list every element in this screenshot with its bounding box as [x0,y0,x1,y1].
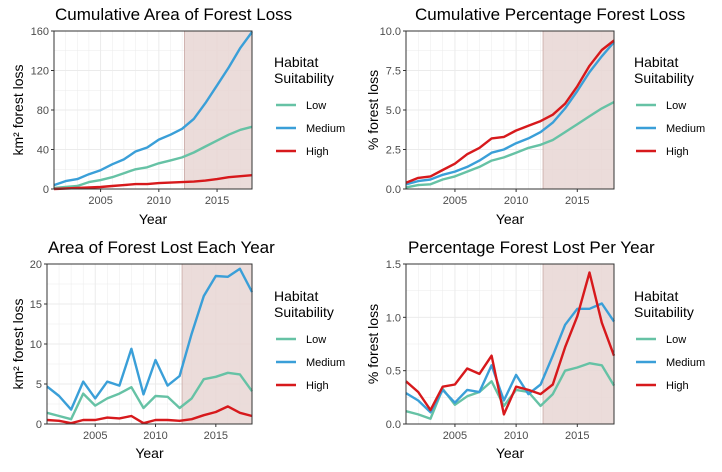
legend-title: Habitat [274,288,318,304]
x-tick-label: 2005 [443,195,467,207]
chart-panel-4: Percentage Forest Lost Per Year 2005 2010 2… [365,238,705,461]
series-line-medium [53,31,253,187]
x-tick-label: 2015 [204,430,228,442]
x-axis-label: Year [496,445,525,461]
y-tick-label: 0 [43,184,49,196]
legend-item-high: High [666,380,689,392]
legend-title: Suitability [274,304,334,320]
y-tick-label: 20 [30,259,42,271]
legend-item-low: Low [306,334,326,346]
legend-item-low: Low [666,334,686,346]
x-tick-label: 2010 [504,430,528,442]
y-tick-label: 5.0 [386,105,401,117]
series-line-high [46,405,253,425]
series-line-low [53,125,253,190]
series-line-high [405,271,616,416]
legend-title: Suitability [274,70,334,86]
series-line-medium [405,41,615,186]
series-line-medium [46,267,254,411]
y-tick-label: 10 [30,339,42,351]
series-line-high [405,39,615,184]
shaded-period [181,263,253,425]
y-tick-label: 0.0 [386,184,401,196]
series-line-high [53,174,253,191]
chart-title: Area of Forest Lost Each Year [48,238,275,257]
legend-title: Suitability [634,304,694,320]
y-tick-label: 15 [30,299,42,311]
y-tick-label: 10.0 [380,26,401,38]
x-axis-label: Year [135,445,164,461]
y-tick-label: 120 [31,66,49,78]
x-tick-label: 2005 [88,195,112,207]
legend-title: Suitability [634,70,694,86]
x-tick-label: 2005 [443,430,467,442]
x-tick-label: 2010 [504,195,528,207]
x-tick-label: 2015 [205,195,229,207]
legend-title: Habitat [634,54,678,70]
y-tick-label: 7.5 [386,66,401,78]
plot-border [53,30,253,190]
series-line-low [405,101,615,189]
chart-panel-2: Cumulative Percentage Forest Loss 2005 201… [365,5,705,227]
shaded-period [542,263,615,425]
y-tick-label: 40 [37,145,49,157]
series-line-low [46,371,253,421]
y-axis-label: km² forest loss [10,64,26,155]
plot-border [405,263,615,425]
y-tick-label: 1.0 [386,312,401,324]
y-axis-label: km² forest loss [10,298,26,389]
plot-border [405,30,615,190]
y-tick-label: 160 [31,26,49,38]
x-tick-label: 2010 [147,195,171,207]
y-axis-label: % forest loss [365,70,381,150]
y-tick-label: 0 [36,419,42,431]
chart-title: Percentage Forest Lost Per Year [408,238,655,257]
legend-item-medium: Medium [306,357,345,369]
plot-border [46,263,253,425]
x-tick-label: 2015 [565,195,589,207]
y-tick-label: 5 [36,379,42,391]
y-tick-label: 0.5 [386,366,401,378]
chart-title: Cumulative Area of Forest Loss [55,5,292,24]
legend-item-low: Low [666,100,686,112]
legend-item-low: Low [306,100,326,112]
y-tick-label: 0.0 [386,419,401,431]
chart-title: Cumulative Percentage Forest Loss [415,5,685,24]
y-tick-label: 80 [37,105,49,117]
x-tick-label: 2010 [143,430,167,442]
y-tick-label: 2.5 [386,145,401,157]
x-tick-label: 2015 [565,430,589,442]
legend-title: Habitat [634,288,678,304]
legend-item-high: High [666,146,689,158]
x-tick-label: 2005 [83,430,107,442]
x-axis-label: Year [496,211,525,227]
legend-item-medium: Medium [666,123,705,135]
y-tick-label: 1.5 [386,259,401,271]
legend-item-medium: Medium [666,357,705,369]
shaded-period [184,30,253,190]
chart-panel-1: Cumulative Area of Forest Loss 2005 2010 20… [10,5,345,227]
legend-item-medium: Medium [306,123,345,135]
legend-item-high: High [306,146,329,158]
legend-item-high: High [306,380,329,392]
x-axis-label: Year [139,211,168,227]
legend-title: Habitat [274,54,318,70]
y-axis-label: % forest loss [365,304,381,384]
